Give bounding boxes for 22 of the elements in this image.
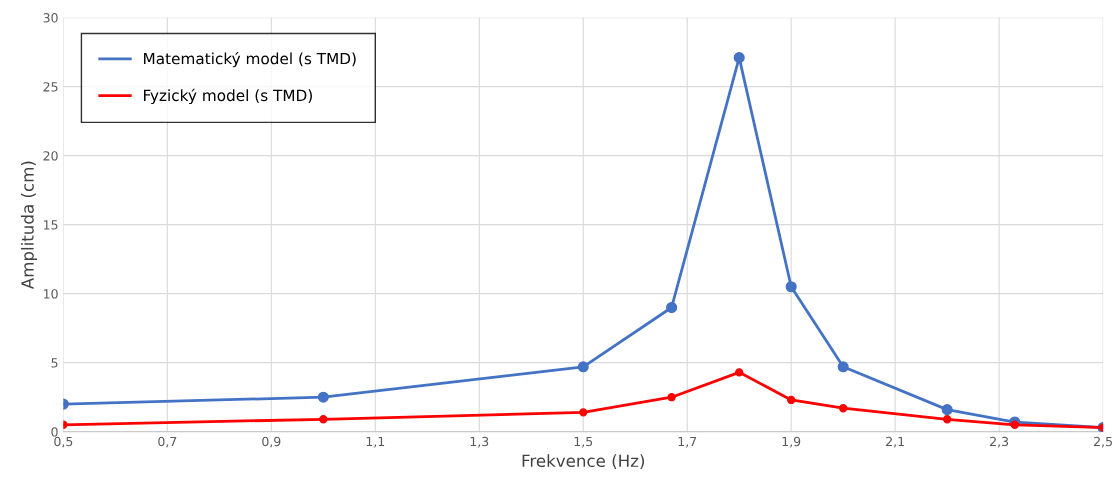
legend-label: Matematický model (s TMD) bbox=[144, 51, 356, 68]
legend-label: Fyzický model (s TMD) bbox=[144, 88, 312, 105]
x-tick-label: 2,5 bbox=[1094, 436, 1112, 448]
x-tick-label: 2,3 bbox=[990, 436, 1009, 448]
y-tick-label: 30 bbox=[43, 13, 58, 23]
x-tick-label: 2,1 bbox=[886, 436, 904, 448]
y-axis-title: Amplituda (cm) bbox=[20, 161, 38, 290]
y-tick-label: 15 bbox=[43, 220, 58, 230]
y-tick-label: 0 bbox=[51, 427, 58, 437]
y-tick-label: 25 bbox=[43, 82, 58, 92]
x-tick-label: 1,9 bbox=[782, 436, 801, 448]
y-tick-label: 20 bbox=[43, 151, 58, 161]
x-axis-title: Frekvence (Hz) bbox=[522, 454, 645, 470]
x-tick-label: 0,5 bbox=[54, 436, 73, 448]
x-tick-label: 1,1 bbox=[366, 436, 385, 448]
x-tick-label: 1,7 bbox=[678, 436, 697, 448]
x-tick-label: 1,3 bbox=[470, 436, 489, 448]
x-tick-label: 0,7 bbox=[158, 436, 177, 448]
x-tick-label: 0,9 bbox=[262, 436, 281, 448]
y-tick-label: 5 bbox=[51, 358, 58, 368]
y-tick-label: 10 bbox=[43, 289, 58, 299]
x-tick-label: 1,5 bbox=[574, 436, 593, 448]
